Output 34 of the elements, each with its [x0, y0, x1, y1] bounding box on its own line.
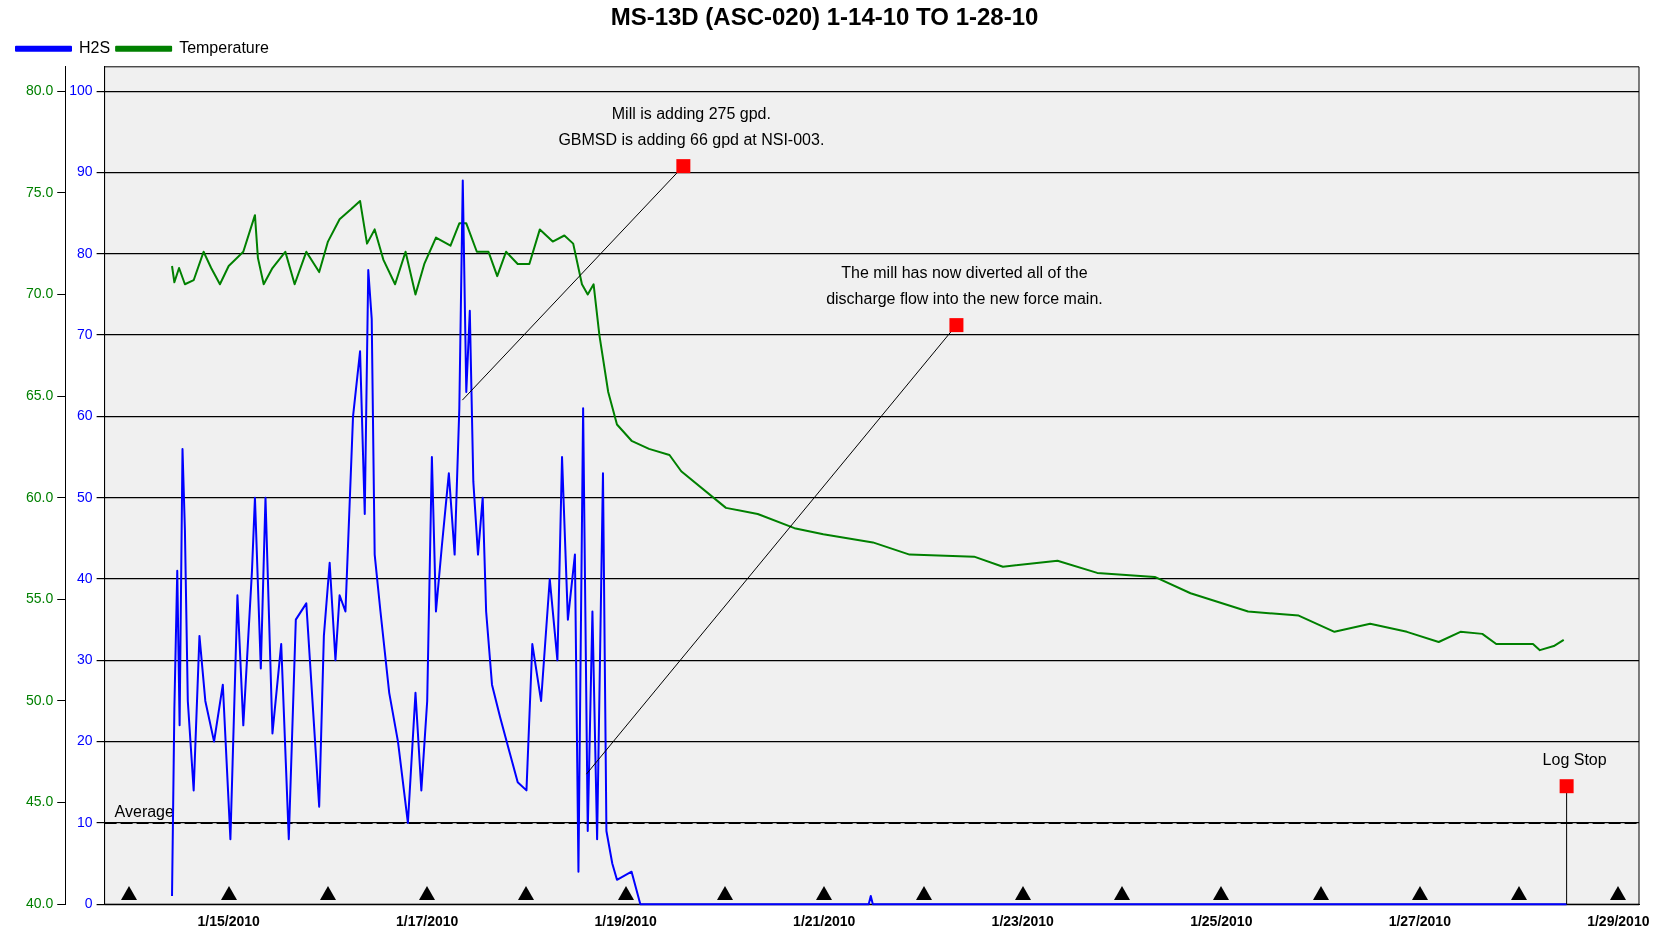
y2-tick-label: 75.0: [26, 183, 54, 200]
y-tick-label: 0: [84, 895, 93, 912]
y-tick-label: 30: [77, 651, 93, 668]
x-tick-label: 1/27/2010: [1388, 913, 1452, 930]
y-tick-label: 70: [77, 325, 93, 342]
y2-tick-label: 40.0: [26, 895, 54, 912]
y2-tick-label: 80.0: [26, 82, 54, 99]
x-tick-label: 1/25/2010: [1190, 913, 1253, 930]
y2-tick-label: 60.0: [26, 488, 54, 505]
x-tick-label: 1/29/2010: [1587, 913, 1650, 930]
x-tick-label: 1/19/2010: [594, 913, 658, 930]
x-tick-label: 1/15/2010: [197, 913, 261, 930]
x-tick-label: 1/21/2010: [793, 913, 856, 930]
y-tick-label: 20: [77, 732, 93, 749]
chart-title: MS-13D (ASC-020) 1-14-10 TO 1-28-10: [610, 3, 1039, 31]
y2-tick-label: 45.0: [26, 793, 54, 810]
y-tick-label: 40: [77, 569, 93, 586]
legend-label: H2S: [79, 39, 111, 57]
x-tick-label: 1/17/2010: [396, 913, 459, 930]
y-tick-label: 100: [69, 82, 93, 99]
y-tick-label: 80: [77, 244, 93, 261]
y2-tick-label: 50.0: [26, 691, 54, 708]
y-tick-label: 90: [77, 163, 93, 180]
y2-tick-label: 70.0: [26, 285, 54, 302]
y-tick-label: 10: [77, 813, 93, 830]
y2-tick-label: 55.0: [26, 590, 54, 607]
y-tick-label: 60: [77, 407, 93, 424]
annotation: Log Stop: [1542, 750, 1607, 768]
annotation: The mill has now diverted all of the discharge flow into the new force main.: [826, 263, 1103, 307]
legend-label: Temperature: [179, 39, 270, 57]
x-tick-label: 1/23/2010: [991, 913, 1055, 930]
y2-tick-label: 65.0: [26, 386, 54, 403]
annotation: Mill is adding 275 gpd. GBMSD is adding 66 gpd at NSI-003.: [558, 104, 825, 148]
y-tick-label: 50: [77, 488, 93, 505]
